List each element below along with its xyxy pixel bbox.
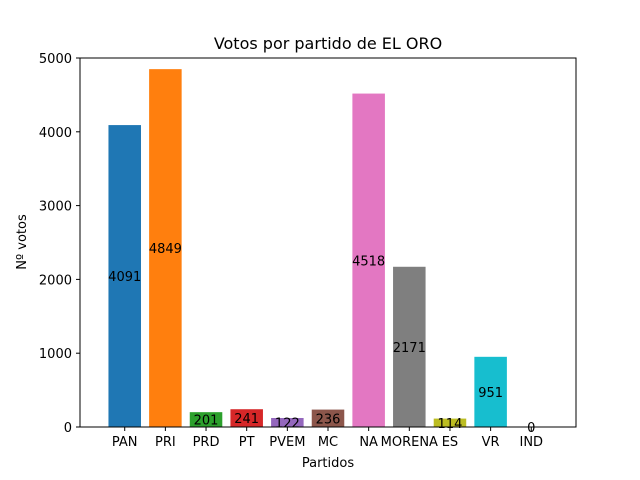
bar-pan xyxy=(108,125,141,427)
value-label-morena: 2171 xyxy=(393,341,426,356)
x-tick-label-mc: MC xyxy=(318,435,338,450)
x-tick-label-na: NA xyxy=(359,435,378,450)
y-tick-label: 0 xyxy=(64,421,72,436)
x-tick-label-vr: VR xyxy=(482,435,500,450)
x-tick-label-pt: PT xyxy=(239,435,255,450)
plot-area: 4091 4849 201 241 122 236 4518 2171 114 951 0 PAN PR… xyxy=(39,52,577,450)
y-tick-label: 5000 xyxy=(39,52,72,67)
y-tick-label: 4000 xyxy=(39,126,72,141)
value-label-es: 114 xyxy=(438,417,463,432)
value-label-na: 4518 xyxy=(352,254,385,269)
bar-vr xyxy=(474,356,507,427)
value-label-pan: 4091 xyxy=(108,270,141,285)
bar-pt xyxy=(230,409,263,427)
x-tick-label-pvem: PVEM xyxy=(269,435,305,450)
value-label-pt: 241 xyxy=(234,412,259,427)
bar-morena xyxy=(393,266,426,427)
bar-es xyxy=(433,418,467,427)
value-label-prd: 201 xyxy=(194,414,219,429)
bar-pvem xyxy=(271,417,304,427)
y-tick-label: 3000 xyxy=(39,200,72,215)
x-tick-label-pan: PAN xyxy=(112,435,138,450)
x-tick-label-ind: IND xyxy=(519,435,543,450)
value-label-pvem: 122 xyxy=(275,416,300,431)
y-tick-label: 2000 xyxy=(39,273,72,288)
value-label-pri: 4849 xyxy=(149,242,182,257)
value-label-mc: 236 xyxy=(316,412,341,427)
x-tick-label-morena: MORENA xyxy=(381,435,438,450)
x-tick-label-prd: PRD xyxy=(193,435,220,450)
y-tick-label: 1000 xyxy=(39,347,72,362)
bar-prd xyxy=(189,412,223,427)
x-tick-label-es: ES xyxy=(442,435,458,450)
x-tick-label-pri: PRI xyxy=(155,435,176,450)
bar-na xyxy=(352,93,385,428)
y-axis-label: Nº votos xyxy=(15,214,30,270)
chart-title: Votos por partido de EL ORO xyxy=(214,34,442,53)
bar-mc xyxy=(311,409,345,427)
x-axis-label: Partidos xyxy=(302,456,354,471)
value-label-vr: 951 xyxy=(478,386,503,401)
bar-pri xyxy=(149,69,182,427)
